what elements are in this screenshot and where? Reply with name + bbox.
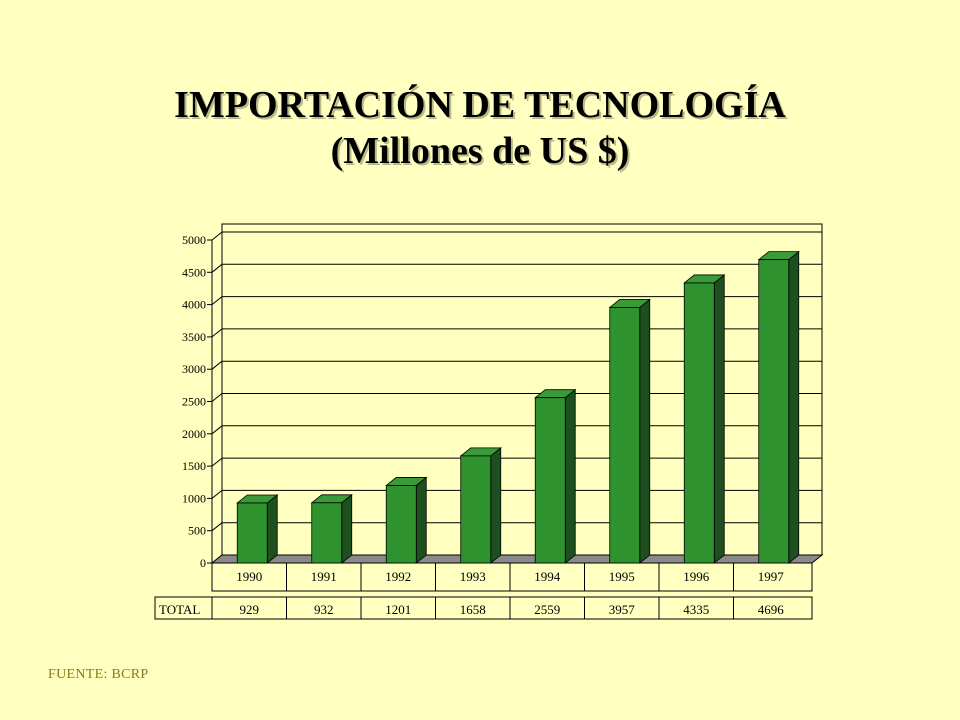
x-tick-label: 1994 — [534, 569, 561, 584]
table-value-row — [154, 596, 813, 620]
y-tick-label: 3500 — [182, 330, 206, 344]
bar — [758, 259, 790, 564]
bar — [311, 502, 343, 564]
x-tick-label: 1990 — [236, 569, 262, 584]
bar — [236, 502, 268, 564]
bar-side — [415, 476, 427, 564]
bar — [683, 282, 715, 564]
bar-side — [639, 298, 651, 564]
gridline-depth — [211, 393, 223, 402]
gridline-depth — [211, 522, 223, 532]
bar — [534, 397, 566, 564]
table-value: 3957 — [609, 602, 636, 617]
bar — [609, 306, 641, 564]
chart-title: IMPORTACIÓN DE TECNOLOGÍA (Millones de U… — [0, 82, 960, 174]
x-tick-label: 1993 — [460, 569, 486, 584]
bar-side — [713, 274, 725, 564]
y-tick-label: 2000 — [182, 427, 206, 441]
source-note: FUENTE: BCRP — [48, 667, 149, 682]
x-tick-label: 1996 — [683, 569, 710, 584]
table-value: 4335 — [683, 602, 709, 617]
bar — [460, 455, 492, 564]
bar — [385, 485, 417, 564]
bar-side — [564, 388, 576, 564]
gridline-depth — [211, 263, 223, 273]
x-tick-label: 1997 — [758, 569, 785, 584]
bar-side — [341, 493, 353, 564]
bar-side — [266, 494, 278, 564]
gridline-depth — [211, 425, 223, 435]
gridline-depth — [211, 231, 223, 241]
gridline-depth — [211, 457, 223, 467]
bar-side — [788, 250, 800, 564]
y-tick-label: 0 — [200, 556, 206, 570]
table-header-border — [211, 563, 813, 592]
table-value: 1201 — [385, 602, 411, 617]
y-tick-label: 4500 — [182, 265, 206, 279]
y-tick-label: 3000 — [182, 362, 206, 376]
table-value: 932 — [314, 602, 334, 617]
y-tick-label: 5000 — [182, 233, 206, 247]
gridline-depth — [211, 328, 223, 338]
gridline-depth — [211, 296, 223, 305]
table-value: 929 — [240, 602, 260, 617]
bar-side — [490, 447, 502, 564]
table-value: 1658 — [460, 602, 486, 617]
plot-floor — [210, 554, 824, 564]
y-tick-label: 1500 — [182, 459, 206, 473]
table-value: 4696 — [758, 602, 785, 617]
x-tick-label: 1992 — [385, 569, 411, 584]
gridline-depth — [211, 360, 223, 370]
chart-title-line2: (Millones de US $) — [330, 130, 630, 172]
gridline-depth — [211, 490, 223, 499]
y-tick-label: 1000 — [182, 491, 206, 505]
chart-title-line1: IMPORTACIÓN DE TECNOLOGÍA — [174, 84, 786, 126]
x-tick-label: 1995 — [609, 569, 635, 584]
x-tick-label: 1991 — [311, 569, 337, 584]
table-row-label: TOTAL — [159, 602, 200, 617]
y-tick-label: 2500 — [182, 395, 206, 409]
table-value: 2559 — [534, 602, 560, 617]
y-tick-label: 4000 — [182, 298, 206, 312]
y-tick-label: 500 — [188, 524, 206, 538]
